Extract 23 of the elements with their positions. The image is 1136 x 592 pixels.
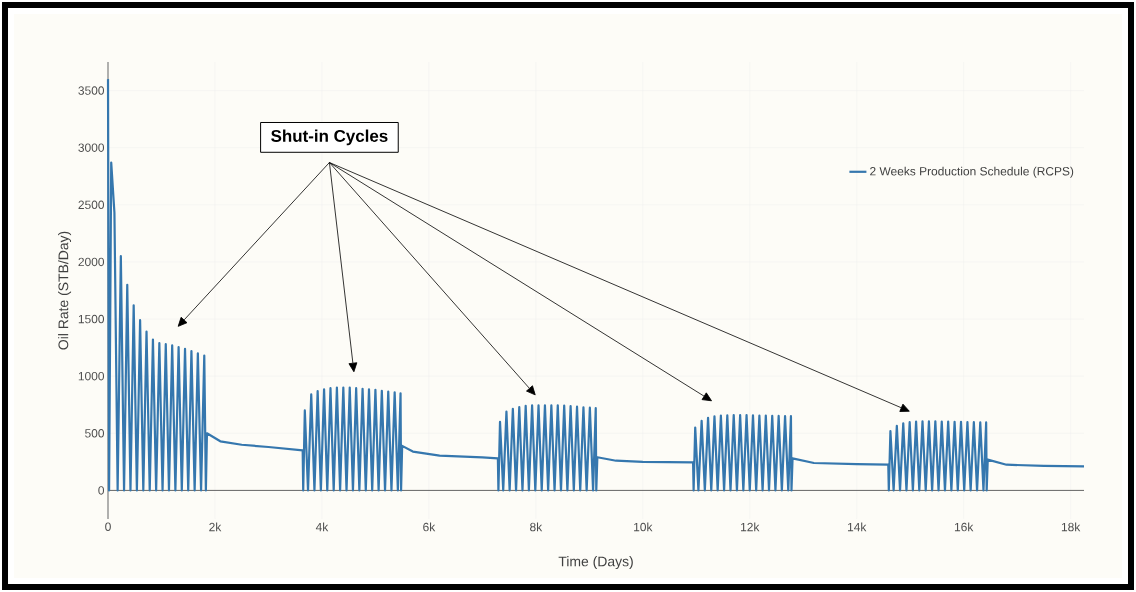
- y-tick-label: 2000: [78, 257, 105, 267]
- x-tick-label: 10k: [634, 522, 653, 532]
- y-tick-label: 1500: [78, 314, 105, 324]
- x-tick-label: 4k: [315, 522, 329, 532]
- x-axis-title: Time (Days): [558, 556, 633, 570]
- y-tick-label: 3000: [78, 143, 105, 152]
- x-tick-label: 12k: [741, 522, 760, 532]
- y-tick-label: 3500: [78, 86, 105, 95]
- annotation: Shut-in Cycles: [271, 129, 388, 146]
- x-tick-label: 14k: [847, 522, 867, 532]
- y-tick-label: 500: [85, 429, 105, 438]
- x-tick-label: 16k: [954, 522, 974, 532]
- y-tick-label: 1000: [78, 371, 105, 381]
- line-series: [106, 78, 1086, 492]
- y-axis-title: Oil Rate (STB/Day): [58, 231, 72, 350]
- x-tick-label: 0: [105, 522, 111, 531]
- legend-label: 2 Weeks Production Schedule (RCPS): [870, 166, 1074, 178]
- x-tick-label: 6k: [423, 522, 436, 532]
- y-tick-label: 2500: [78, 200, 105, 210]
- y-tick-label: 0: [98, 486, 105, 495]
- x-tick-label: 2k: [209, 522, 222, 532]
- x-tick-label: 18k: [1061, 522, 1081, 532]
- x-tick-label: 8k: [530, 522, 543, 532]
